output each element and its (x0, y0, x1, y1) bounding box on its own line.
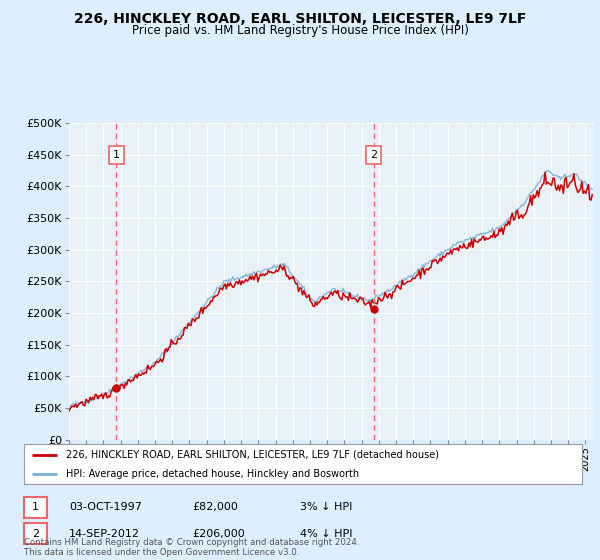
Text: 1: 1 (113, 150, 120, 160)
Text: Contains HM Land Registry data © Crown copyright and database right 2024.
This d: Contains HM Land Registry data © Crown c… (24, 538, 359, 557)
Text: 4% ↓ HPI: 4% ↓ HPI (300, 529, 353, 539)
Text: £206,000: £206,000 (192, 529, 245, 539)
Text: 226, HINCKLEY ROAD, EARL SHILTON, LEICESTER, LE9 7LF (detached house): 226, HINCKLEY ROAD, EARL SHILTON, LEICES… (66, 450, 439, 460)
Text: 2: 2 (32, 529, 39, 539)
Text: 1: 1 (32, 502, 39, 512)
Text: HPI: Average price, detached house, Hinckley and Bosworth: HPI: Average price, detached house, Hinc… (66, 469, 359, 478)
Text: £82,000: £82,000 (192, 502, 238, 512)
Text: Price paid vs. HM Land Registry's House Price Index (HPI): Price paid vs. HM Land Registry's House … (131, 24, 469, 36)
Text: 226, HINCKLEY ROAD, EARL SHILTON, LEICESTER, LE9 7LF: 226, HINCKLEY ROAD, EARL SHILTON, LEICES… (74, 12, 526, 26)
Text: 14-SEP-2012: 14-SEP-2012 (69, 529, 140, 539)
Text: 03-OCT-1997: 03-OCT-1997 (69, 502, 142, 512)
Text: 2: 2 (370, 150, 377, 160)
Text: 3% ↓ HPI: 3% ↓ HPI (300, 502, 352, 512)
